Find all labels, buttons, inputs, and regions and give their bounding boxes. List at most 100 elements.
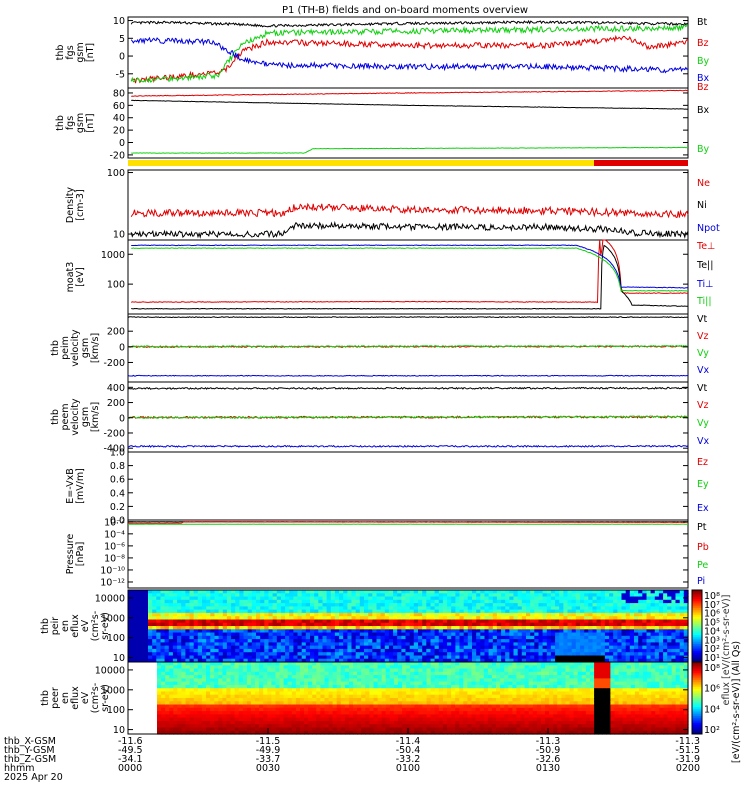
spectrogram-cell xyxy=(438,645,444,650)
spectrogram-cell xyxy=(324,707,330,712)
spectrogram-cell xyxy=(663,609,668,614)
spectrogram-cell xyxy=(314,590,319,594)
spectrogram-cell xyxy=(451,652,456,657)
spectrogram-cell xyxy=(488,626,494,630)
spectrogram-cell xyxy=(567,619,573,624)
spectrogram-cell xyxy=(251,619,257,624)
spectrogram-cell xyxy=(177,632,182,637)
spectrogram-cell xyxy=(393,626,398,630)
spectrogram-cell xyxy=(369,694,375,699)
spectrogram-cell xyxy=(654,626,660,630)
spectrogram-cell xyxy=(580,645,585,650)
spectrogram-cell xyxy=(447,593,452,598)
colorbar-step xyxy=(692,606,702,609)
spectrogram-cell xyxy=(312,691,317,696)
spectrogram-cell xyxy=(181,665,187,670)
spectrogram-cell xyxy=(559,606,564,611)
spectrogram-cell xyxy=(534,632,540,637)
spectrogram-cell xyxy=(434,668,440,673)
spectrogram-cell xyxy=(285,658,290,663)
spectrogram-cell xyxy=(385,714,391,719)
spectrogram-cell xyxy=(459,616,465,621)
spectrogram-cell xyxy=(250,717,256,722)
spectrogram-cell xyxy=(438,639,444,643)
spectrogram-cell xyxy=(177,711,183,715)
spectrogram-cell xyxy=(259,684,264,689)
spectrogram-cell xyxy=(447,622,452,627)
spectrogram-cell xyxy=(368,599,373,604)
spectrogram-cell xyxy=(285,609,290,614)
spectrogram-cell xyxy=(401,593,407,598)
spectrogram-cell xyxy=(169,675,174,679)
spectrogram-cell xyxy=(609,648,614,653)
spectrogram-cell xyxy=(447,662,452,666)
spectrogram-cell xyxy=(181,730,187,735)
spectrogram-cell xyxy=(328,717,334,722)
spectrogram-cell xyxy=(353,717,358,722)
spectrogram-cell xyxy=(372,599,378,604)
spectrogram-cell xyxy=(365,730,370,735)
spectrogram-cell xyxy=(476,642,481,647)
spectrogram-cell xyxy=(422,678,428,683)
spectrogram-cell xyxy=(344,701,350,706)
spectrogram-cell xyxy=(580,652,585,657)
y-tick-label: 400 xyxy=(107,383,125,394)
spectrogram-cell xyxy=(376,596,382,601)
spectrogram-cell xyxy=(571,626,577,630)
spectrogram-cell xyxy=(279,688,285,693)
panel-label-line: peer xyxy=(50,687,61,709)
spectrogram-cell xyxy=(300,671,305,676)
spectrogram-cell xyxy=(434,701,440,706)
y-tick-label: 80 xyxy=(113,88,125,99)
spectrogram-cell xyxy=(283,678,289,683)
spectrogram-cell xyxy=(259,727,264,732)
y-tick-label: 1000 xyxy=(101,613,125,624)
spectrogram-cell xyxy=(328,671,334,676)
spectrogram-cell xyxy=(332,681,338,686)
spectrogram-cell xyxy=(546,652,552,657)
spectrogram-cell xyxy=(389,717,395,722)
spectrogram-cell xyxy=(310,639,315,643)
spectrogram-cell xyxy=(222,622,228,627)
spectrogram-cell xyxy=(571,612,577,617)
spectrogram-cell xyxy=(226,730,232,735)
spectrogram-cell xyxy=(459,727,464,732)
spectrogram-cell xyxy=(250,727,256,732)
spectrogram-cell xyxy=(206,606,211,611)
spectrogram-cell xyxy=(210,603,216,607)
spectrogram-cell xyxy=(472,616,477,621)
spectrogram-cell xyxy=(447,619,452,624)
spectrogram-cell xyxy=(264,609,270,614)
spectrogram-cell xyxy=(230,691,236,696)
spectrogram-cell xyxy=(500,671,505,676)
spectrogram-cell xyxy=(376,645,382,650)
spectrogram-cell xyxy=(491,684,497,689)
spectrogram-cell xyxy=(285,596,290,601)
spectrogram-cell xyxy=(467,655,473,660)
spectrogram-cell xyxy=(318,616,324,621)
spectrogram-cell xyxy=(418,648,423,653)
spectrogram-cell xyxy=(169,711,174,715)
spectrogram-cell xyxy=(343,606,348,611)
spectrogram-cell xyxy=(398,665,403,670)
spectrogram-cell xyxy=(385,665,391,670)
spectrogram-cell xyxy=(671,616,677,621)
spectrogram-cell xyxy=(496,665,501,670)
spectrogram-cell xyxy=(488,590,494,594)
spectrogram-cell xyxy=(438,632,444,637)
spectrogram-cell xyxy=(463,635,469,640)
spectrogram-cell xyxy=(542,616,548,621)
spectrogram-cell xyxy=(279,724,285,729)
spectrogram-cell xyxy=(197,632,203,637)
spectrogram-cell xyxy=(538,629,544,634)
spectrogram-cell xyxy=(308,684,313,689)
spectrogram-cell xyxy=(264,606,270,611)
spectrogram-cell xyxy=(369,688,375,693)
spectrogram-cell xyxy=(393,606,398,611)
spectrogram-cell xyxy=(349,684,354,689)
spectrogram-cell xyxy=(291,701,297,706)
spectrogram-cell xyxy=(463,626,469,630)
spectrogram-cell xyxy=(222,688,228,693)
spectrogram-cell xyxy=(242,662,248,666)
spectrogram-cell xyxy=(263,662,268,666)
